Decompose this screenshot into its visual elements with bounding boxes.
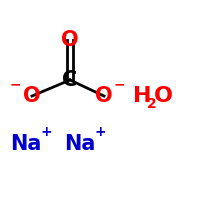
Text: Na: Na [64,134,96,154]
Text: 2: 2 [147,97,157,111]
Text: −: − [9,77,21,91]
Text: Na: Na [10,134,42,154]
Text: +: + [94,125,106,139]
Text: O: O [23,86,41,106]
Text: +: + [40,125,52,139]
Text: −: − [113,77,125,91]
Text: O: O [61,30,79,50]
Text: C: C [62,70,78,90]
Text: O: O [154,86,172,106]
Text: O: O [95,86,113,106]
Text: H: H [133,86,151,106]
